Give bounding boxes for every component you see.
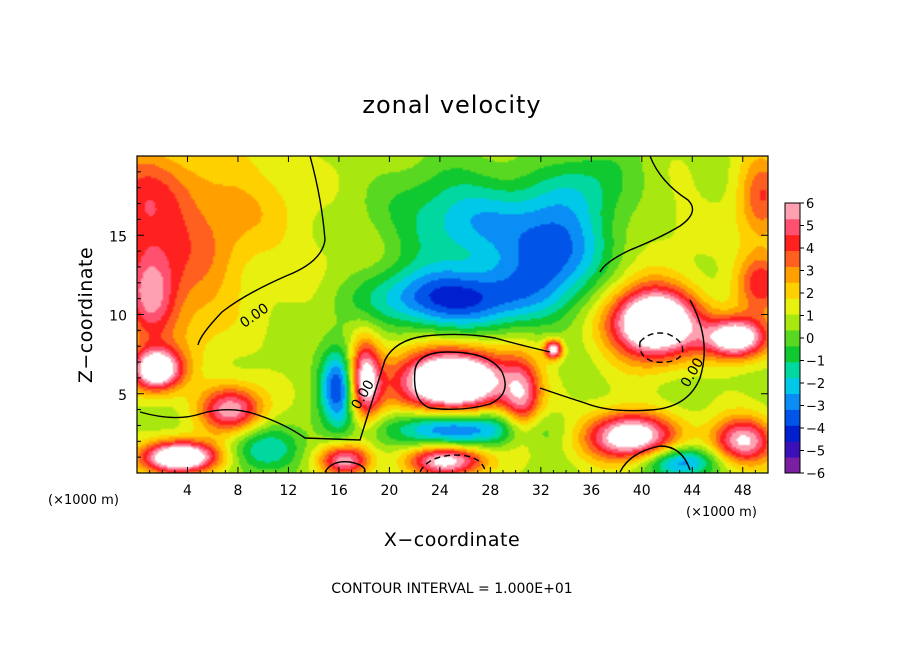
x-tick-label: 20 — [380, 483, 398, 499]
zonal-velocity-field — [137, 156, 768, 473]
contour-lines — [139, 156, 705, 473]
contour-bottom-low — [419, 454, 486, 473]
colorbar-swatch — [785, 250, 800, 267]
x-unit-label-left: (×1000 m) — [48, 493, 119, 508]
colorbar-swatch — [785, 441, 800, 458]
y-axis-label: Z−coordinate — [75, 247, 97, 383]
colorbar-swatch — [785, 425, 800, 442]
colorbar-tick-label: 2 — [806, 287, 814, 302]
zero-contour-upper-left — [197, 156, 326, 346]
x-unit-label-right: (×1000 m) — [686, 505, 757, 520]
zero-contour-middle — [139, 333, 551, 441]
colorbar-swatch — [785, 203, 800, 220]
x-tick-label: 28 — [481, 483, 499, 499]
x-tick-label: 16 — [330, 483, 348, 499]
x-tick-label: 4 — [183, 483, 192, 499]
colorbar-swatch — [785, 218, 800, 236]
colorbar-tick-label: −2 — [806, 377, 825, 392]
x-tick-label: 8 — [233, 483, 242, 499]
x-tick-label: 12 — [280, 483, 298, 499]
colorbar-tick-label: 5 — [806, 220, 814, 235]
colorbar-swatch — [785, 345, 800, 363]
x-tick-label: 24 — [431, 483, 449, 499]
colorbar-tick-label: 1 — [806, 310, 814, 325]
x-axis-label: X−coordinate — [384, 529, 520, 551]
colorbar-tick-label: −1 — [806, 355, 825, 370]
y-tick-label: 15 — [109, 229, 127, 245]
colorbar-swatch — [785, 330, 800, 347]
colorbar-swatch — [785, 266, 800, 283]
colorbar-swatch — [785, 393, 800, 410]
colorbar-swatch — [785, 409, 800, 426]
contour-bottom-left-high — [324, 461, 366, 473]
x-tick-label: 32 — [532, 483, 550, 499]
y-tick-label: 10 — [109, 309, 127, 325]
x-tick-label: 36 — [582, 483, 600, 499]
colorbar-tick-label: 6 — [806, 197, 814, 212]
colorbar-swatch — [785, 457, 800, 474]
colorbar-swatch — [785, 298, 800, 315]
colorbar-swatch — [785, 377, 800, 394]
x-tick-label: 44 — [683, 483, 701, 499]
colorbar-tick-label: −5 — [806, 445, 825, 460]
colorbar-swatch — [785, 314, 800, 331]
contour-interval-note: CONTOUR INTERVAL = 1.000E+01 — [331, 581, 572, 597]
x-axis: 4 8 12 16 20 24 28 32 36 40 44 48 — [149, 156, 756, 499]
colorbar-tick-label: 4 — [806, 242, 814, 257]
colorbar-swatch — [785, 234, 800, 252]
colorbar-tick-label: −3 — [806, 400, 825, 415]
x-tick-label: 48 — [734, 483, 752, 499]
colorbar-tick-label: 3 — [806, 265, 814, 280]
chart-title: zonal velocity — [362, 91, 541, 119]
x-tick-label: 40 — [633, 483, 651, 499]
contour-right-low — [639, 332, 684, 364]
y-axis: 5 10 15 — [109, 171, 768, 458]
colorbar: 6 5 4 3 2 1 0 −1 −2 −3 −4 −5 −6 — [784, 197, 825, 482]
contour-center-high — [413, 351, 506, 411]
colorbar-tick-label: 0 — [806, 332, 814, 347]
colorbar-swatch — [785, 361, 800, 379]
colorbar-tick-label: −6 — [806, 467, 825, 482]
colorbar-swatch — [785, 282, 800, 299]
contour-bottom-right — [619, 445, 691, 473]
colorbar-tick-label: −4 — [806, 422, 825, 437]
zero-contour-right — [599, 156, 694, 273]
y-tick-label: 5 — [118, 388, 127, 404]
zero-contour-right-lower — [539, 299, 705, 412]
